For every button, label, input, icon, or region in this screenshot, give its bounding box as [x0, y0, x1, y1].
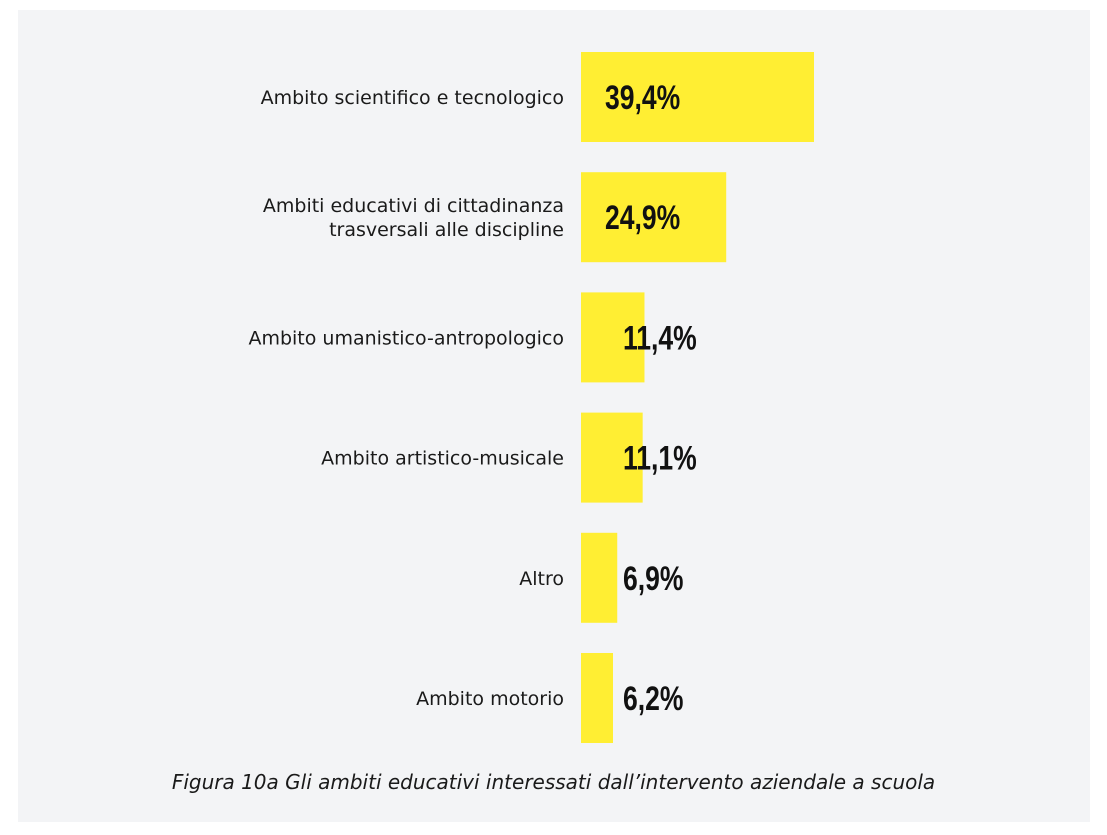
value-label: 24,9% — [605, 199, 680, 237]
category-label: Ambito scientifico e tecnologico — [261, 87, 564, 109]
category-label: Ambito umanistico-antropologico — [248, 327, 564, 349]
bar-2 — [581, 172, 727, 263]
category-label: Ambito artistico-musicale — [321, 448, 564, 470]
value-label: 39,4% — [605, 79, 680, 117]
value-label: 11,4% — [623, 319, 697, 357]
category-label: Ambiti educativi di cittadinanza trasvers… — [263, 195, 564, 241]
value-label: 6,9% — [623, 560, 683, 598]
figure-caption: Figura 10a Gli ambiti educativi interess… — [171, 770, 936, 794]
bar-4 — [581, 412, 643, 503]
category-label: Altro — [519, 568, 564, 590]
chart-panel — [18, 10, 1090, 822]
category-label: Ambito motorio — [416, 688, 564, 710]
bar-3 — [581, 292, 645, 383]
value-label: 11,1% — [623, 439, 697, 477]
bar-5 — [581, 532, 618, 623]
bar-1 — [581, 52, 814, 142]
value-label: 6,2% — [623, 680, 683, 718]
bar-6 — [581, 653, 613, 743]
